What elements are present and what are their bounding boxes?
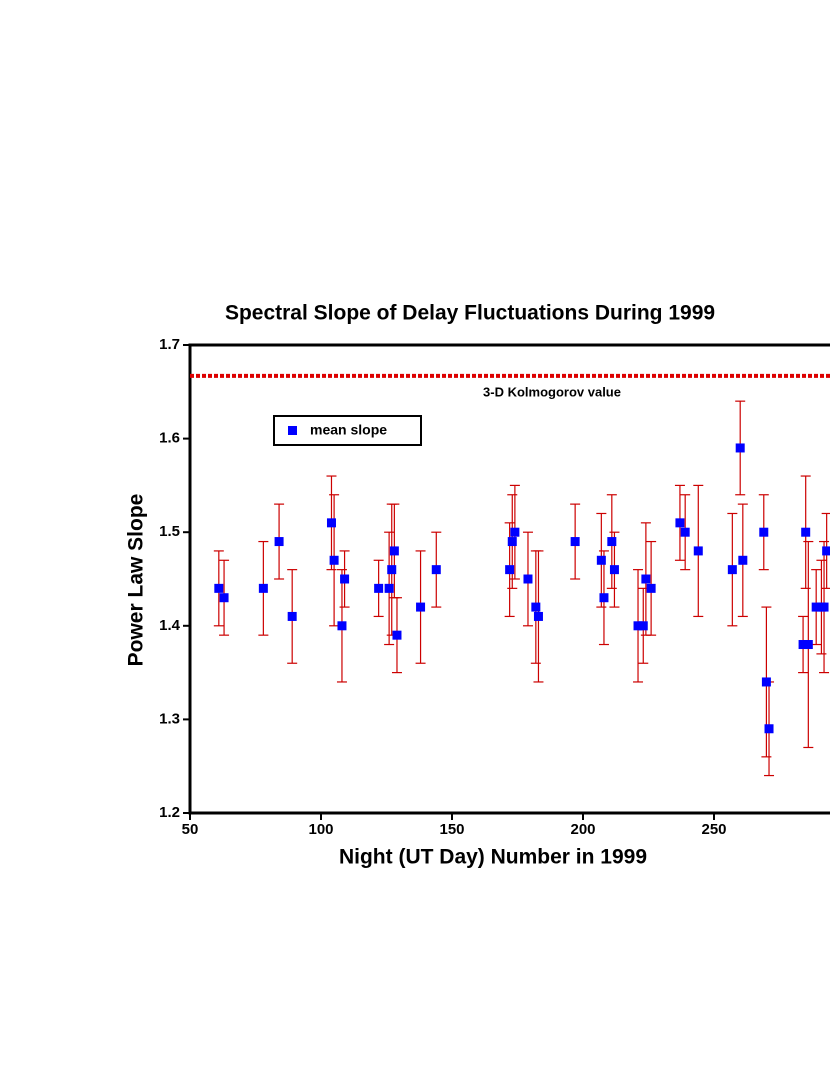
marker [384, 583, 394, 593]
reference-label: 3-D Kolmogorov value [483, 384, 621, 399]
marker [693, 546, 703, 556]
marker [510, 527, 520, 537]
marker [641, 574, 651, 584]
marker [274, 537, 284, 547]
chart-title: Spectral Slope of Delay Fluctuations Dur… [225, 302, 715, 325]
marker [596, 555, 606, 565]
marker [759, 527, 769, 537]
x-tick-label: 200 [570, 821, 595, 838]
marker [258, 583, 268, 593]
marker [326, 518, 336, 528]
y-tick-label: 1.7 [159, 336, 180, 353]
y-tick-label: 1.3 [159, 710, 180, 727]
marker [764, 724, 774, 734]
marker [340, 574, 350, 584]
marker [329, 555, 339, 565]
legend-box [273, 415, 422, 446]
marker [646, 583, 656, 593]
marker [214, 583, 224, 593]
marker [822, 546, 830, 556]
y-tick-label: 1.6 [159, 430, 180, 447]
marker [531, 602, 541, 612]
marker [798, 640, 808, 650]
marker [219, 593, 229, 603]
x-axis-label: Night (UT Day) Number in 1999 [339, 846, 647, 869]
marker [599, 593, 609, 603]
marker [533, 611, 543, 621]
marker [570, 537, 580, 547]
x-tick-label: 250 [701, 821, 726, 838]
marker [609, 565, 619, 575]
marker [680, 527, 690, 537]
legend-label: mean slope [310, 422, 387, 438]
marker [738, 555, 748, 565]
x-tick-label: 50 [182, 821, 199, 838]
y-axis-label: Power Law Slope [125, 494, 148, 667]
marker [801, 527, 811, 537]
marker [523, 574, 533, 584]
marker [727, 565, 737, 575]
marker [633, 621, 643, 631]
marker [337, 621, 347, 631]
marker [431, 565, 441, 575]
marker [389, 546, 399, 556]
marker [675, 518, 685, 528]
marker [507, 537, 517, 547]
marker [819, 602, 829, 612]
legend-marker [288, 426, 297, 435]
marker [607, 537, 617, 547]
marker [505, 565, 515, 575]
marker [374, 583, 384, 593]
marker [811, 602, 821, 612]
marker [392, 630, 402, 640]
y-tick-label: 1.4 [159, 617, 181, 634]
marker [735, 443, 745, 453]
marker [387, 565, 397, 575]
marker [287, 611, 297, 621]
marker [803, 640, 813, 650]
marker [638, 621, 648, 631]
marker [416, 602, 426, 612]
y-tick-label: 1.5 [159, 523, 180, 540]
y-tick-label: 1.2 [159, 804, 180, 821]
x-tick-label: 100 [308, 821, 333, 838]
marker [761, 677, 771, 687]
x-tick-label: 150 [439, 821, 464, 838]
